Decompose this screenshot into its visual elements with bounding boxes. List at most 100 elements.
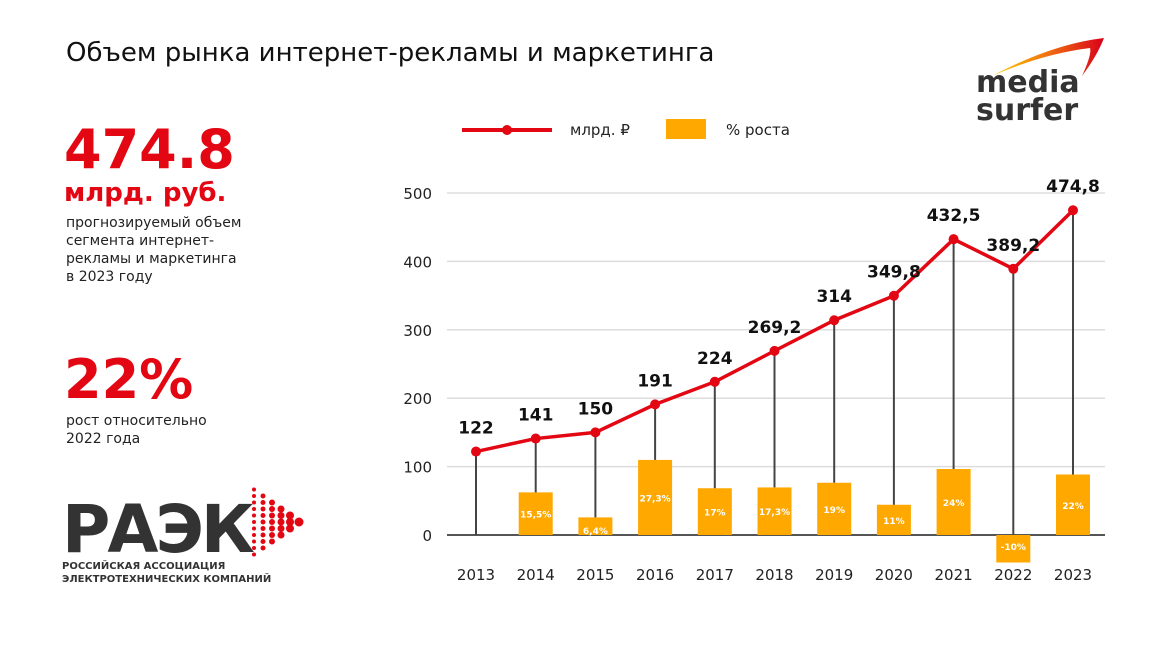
raek-dot bbox=[277, 525, 285, 532]
line-label: 224 bbox=[697, 349, 733, 369]
desc-line: в 2023 году bbox=[66, 269, 153, 285]
desc-line: рекламы и маркетинга bbox=[66, 251, 237, 267]
line-point bbox=[650, 399, 661, 410]
stat-unit: млрд. руб. bbox=[64, 178, 227, 208]
svg-text:media: media bbox=[976, 65, 1080, 100]
page-title: Объем рынка интернет-рекламы и маркетинг… bbox=[66, 38, 715, 68]
raek-dot bbox=[260, 506, 266, 512]
stat-value-market: 474.8 bbox=[64, 118, 235, 181]
desc-line: 2022 года bbox=[66, 431, 141, 447]
stat-value-growth: 22% bbox=[64, 348, 194, 411]
x-tick-label: 2016 bbox=[636, 566, 674, 584]
line-point bbox=[948, 234, 959, 245]
raek-dot bbox=[269, 519, 275, 525]
line-point bbox=[530, 433, 541, 444]
raek-dot bbox=[260, 526, 266, 531]
line-point bbox=[1008, 263, 1019, 274]
bar-label: 17% bbox=[704, 509, 726, 519]
bar-label: -10% bbox=[1001, 543, 1026, 553]
stat-desc-growth: рост относительно 2022 года bbox=[66, 412, 207, 448]
raek-dot bbox=[269, 512, 275, 519]
raek-dot bbox=[269, 538, 275, 545]
raek-dot bbox=[252, 546, 256, 550]
y-tick-label: 0 bbox=[422, 527, 432, 545]
legend-line-point bbox=[502, 125, 512, 135]
raek-dot bbox=[277, 531, 285, 539]
line-label: 122 bbox=[458, 419, 494, 439]
raek-sub-line: ЭЛЕКТРОТЕХНИЧЕСКИХ КОМПАНИЙ bbox=[62, 574, 272, 585]
raek-dot bbox=[277, 505, 285, 513]
line-label: 432,5 bbox=[927, 206, 981, 226]
raek-dot bbox=[252, 552, 256, 557]
raek-dot bbox=[260, 500, 266, 505]
bar-label: 11% bbox=[883, 517, 905, 527]
line-point bbox=[829, 315, 840, 326]
line-label: 349,8 bbox=[867, 263, 921, 283]
line-label: 474,8 bbox=[1046, 177, 1100, 197]
raek-dot bbox=[286, 511, 294, 520]
raek-dot bbox=[260, 513, 266, 518]
desc-line: сегмента интернет- bbox=[66, 233, 215, 249]
x-tick-label: 2018 bbox=[755, 566, 793, 584]
raek-dot bbox=[252, 513, 256, 518]
y-tick-label: 500 bbox=[403, 185, 432, 203]
raek-dot bbox=[252, 494, 256, 498]
raek-dot bbox=[252, 507, 256, 511]
growth-bar bbox=[697, 488, 732, 535]
line-label: 314 bbox=[816, 287, 852, 307]
bar-label: 24% bbox=[943, 499, 965, 509]
x-tick-label: 2019 bbox=[815, 566, 853, 584]
growth-bar bbox=[996, 535, 1031, 563]
line-point bbox=[471, 446, 481, 457]
raek-dot bbox=[252, 539, 256, 544]
raek-dot bbox=[260, 539, 266, 544]
raek-logo: РАЭК bbox=[62, 486, 312, 568]
bar-label: 15,5% bbox=[520, 511, 551, 521]
y-tick-label: 100 bbox=[403, 459, 432, 477]
desc-line: прогнозируемый объем bbox=[66, 215, 242, 231]
growth-bar bbox=[1056, 474, 1090, 535]
growth-bar bbox=[757, 487, 792, 535]
x-tick-label: 2014 bbox=[517, 566, 555, 584]
bar-label: 22% bbox=[1062, 502, 1084, 512]
raek-dot bbox=[294, 517, 304, 527]
bar-label: 27,3% bbox=[639, 494, 670, 504]
raek-dot bbox=[286, 518, 294, 526]
bar-label: 17,3% bbox=[759, 508, 790, 518]
raek-dot bbox=[252, 487, 256, 492]
raek-dot bbox=[286, 524, 294, 533]
growth-bar bbox=[936, 469, 971, 535]
line-label: 141 bbox=[518, 406, 554, 426]
line-point bbox=[888, 290, 899, 301]
raek-dot bbox=[269, 525, 275, 532]
legend-bar-label: % роста bbox=[726, 121, 790, 139]
raek-dot bbox=[260, 519, 266, 525]
swoosh-icon: media surfer bbox=[976, 38, 1104, 128]
growth-bar bbox=[876, 504, 911, 535]
bar-label: 19% bbox=[823, 506, 845, 516]
growth-bar bbox=[638, 459, 673, 535]
x-tick-label: 2023 bbox=[1054, 566, 1092, 584]
raek-sub-line: РОССИЙСКАЯ АССОЦИАЦИЯ bbox=[62, 561, 226, 572]
growth-bar bbox=[817, 482, 852, 535]
legend-bar-swatch bbox=[666, 119, 706, 139]
raek-dot bbox=[277, 512, 285, 519]
growth-bar bbox=[518, 492, 553, 535]
bar-label: 6,4% bbox=[583, 527, 608, 537]
line-point bbox=[590, 427, 601, 438]
growth-bar bbox=[578, 517, 613, 535]
raek-dot bbox=[269, 499, 275, 506]
legend-line-label: млрд. ₽ bbox=[570, 121, 630, 139]
raek-dot bbox=[269, 506, 275, 512]
line-label: 389,2 bbox=[986, 236, 1040, 256]
x-tick-label: 2021 bbox=[935, 566, 973, 584]
raek-dot bbox=[277, 518, 285, 526]
raek-dot bbox=[260, 493, 266, 499]
y-tick-label: 300 bbox=[403, 322, 432, 340]
x-tick-label: 2015 bbox=[576, 566, 614, 584]
raek-dot bbox=[252, 520, 256, 524]
line-point bbox=[769, 345, 780, 356]
line-label: 191 bbox=[637, 371, 673, 391]
raek-dot bbox=[269, 532, 275, 538]
